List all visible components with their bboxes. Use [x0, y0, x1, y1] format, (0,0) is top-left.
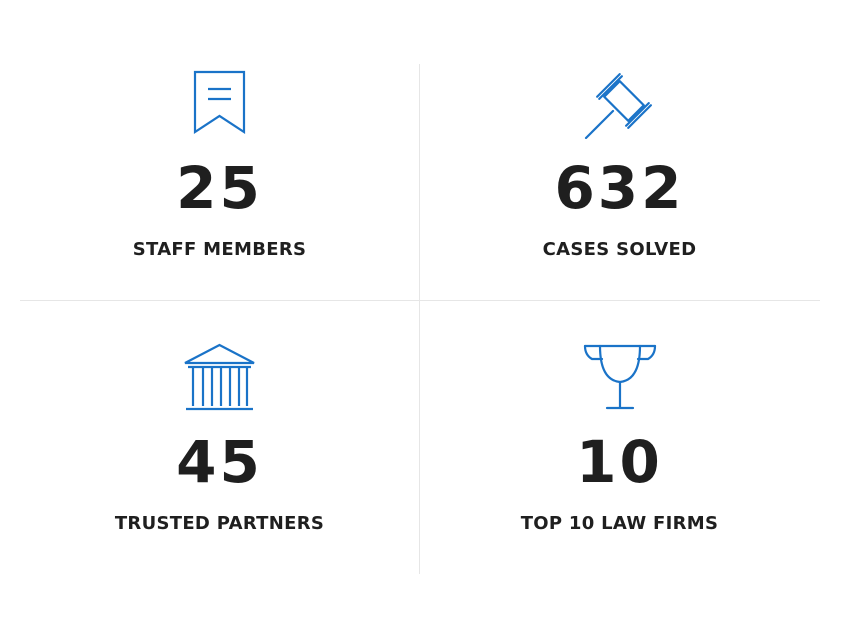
vertical-divider	[419, 64, 420, 574]
stat-staff-members: 25 STAFF MEMBERS	[20, 64, 419, 300]
stat-number: 45	[176, 428, 263, 496]
stat-number: 10	[576, 428, 663, 496]
stat-number: 632	[554, 154, 685, 222]
courthouse-icon	[180, 343, 260, 413]
stat-label: TOP 10 LAW FIRMS	[520, 513, 719, 534]
gavel-icon	[580, 69, 660, 139]
stat-label: CASES SOLVED	[542, 239, 697, 260]
bookmark-icon	[180, 69, 260, 139]
stat-label: STAFF MEMBERS	[132, 239, 307, 260]
stats-grid: 25 STAFF MEMBERS 632 CASES SOLVED	[20, 64, 820, 574]
stat-cases-solved: 632 CASES SOLVED	[420, 64, 819, 300]
horizontal-divider	[20, 300, 820, 301]
stat-number: 25	[176, 154, 263, 222]
stat-trusted-partners: 45 TRUSTED PARTNERS	[20, 338, 419, 574]
stat-label: TRUSTED PARTNERS	[114, 513, 325, 534]
trophy-icon	[580, 343, 660, 413]
stat-top-law-firms: 10 TOP 10 LAW FIRMS	[420, 338, 819, 574]
